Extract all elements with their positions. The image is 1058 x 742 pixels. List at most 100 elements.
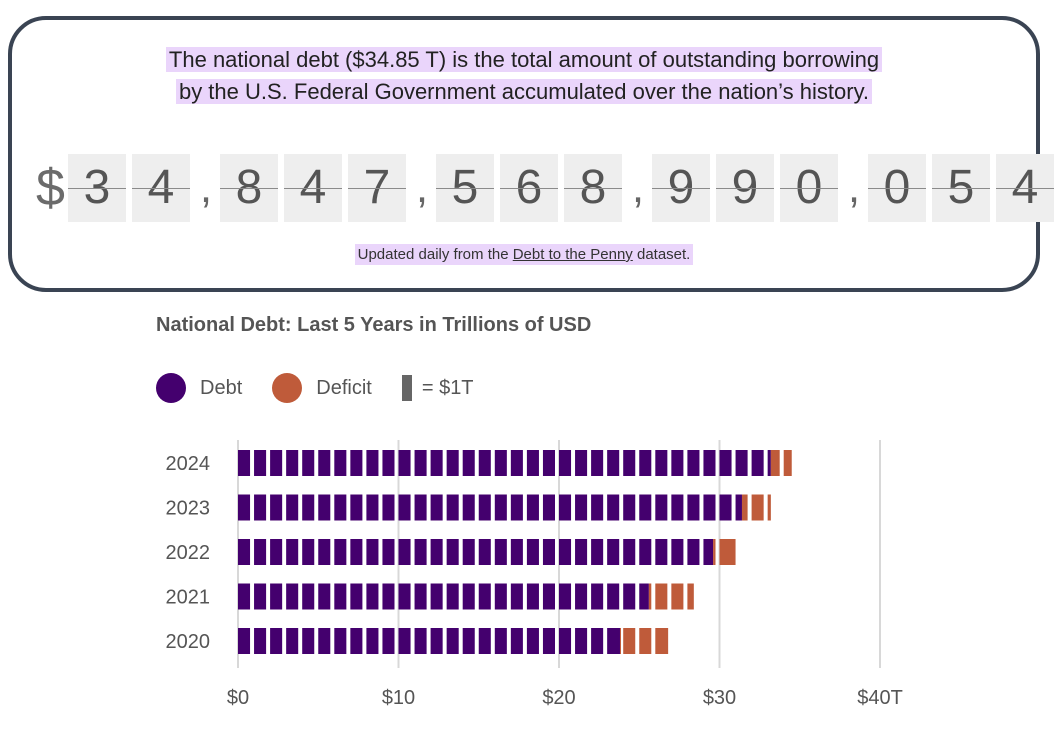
debt-segment [414, 494, 427, 521]
debt-segment [703, 450, 716, 476]
debt-segment [575, 628, 588, 654]
debt-segment [350, 583, 363, 610]
counter-digit: 0 [780, 154, 838, 222]
debt-segment [270, 539, 283, 565]
debt-segment [254, 628, 267, 654]
debt-segment [318, 539, 331, 565]
deficit-segment [671, 583, 684, 610]
updated-note: Updated daily from the Debt to the Penny… [12, 244, 1036, 265]
debt-segment [302, 583, 315, 610]
debt-segment [575, 539, 588, 565]
debt-segment [382, 450, 395, 476]
x-tick-label: $20 [542, 687, 575, 709]
debt-segment [575, 450, 588, 476]
debt-segment [542, 450, 555, 476]
debt-segment [334, 539, 347, 565]
debt-segment [366, 494, 379, 521]
debt-segment [238, 628, 251, 654]
debt-segment [591, 494, 604, 521]
debt-segment [703, 494, 716, 521]
debt-segment [302, 450, 315, 476]
updated-suffix: dataset. [632, 246, 691, 263]
counter-digit: 5 [436, 154, 494, 222]
debt-segment [350, 494, 363, 521]
debt-segment [366, 583, 379, 610]
debt-segment [542, 628, 555, 654]
debt-segment [366, 539, 379, 565]
debt-segment [559, 628, 572, 654]
debt-segment [462, 539, 475, 565]
debt-segment [446, 539, 459, 565]
debt-segment [542, 539, 555, 565]
debt-segment [382, 628, 395, 654]
deficit-segment [751, 494, 764, 521]
debt-segment [398, 494, 411, 521]
debt-segment [623, 583, 636, 610]
deficit-segment [741, 494, 748, 521]
updated-highlight: Updated daily from the Debt to the Penny… [354, 244, 694, 265]
debt-segment [607, 628, 620, 654]
debt-segment [398, 539, 411, 565]
x-tick-label: $10 [382, 687, 415, 709]
debt-segment [430, 494, 443, 521]
debt-segment [655, 494, 668, 521]
debt-segment [526, 583, 539, 610]
debt-segment [607, 583, 620, 610]
debt-segment [318, 450, 331, 476]
legend-debt-label: Debt [200, 376, 243, 399]
debt-segment [446, 583, 459, 610]
debt-segment [542, 583, 555, 610]
debt-to-the-penny-link[interactable]: Debt to the Penny [512, 246, 633, 263]
counter-comma: , [199, 163, 213, 212]
deficit-legend-dot [272, 373, 303, 403]
dollar-sign: $ [36, 159, 65, 217]
legend-item-unit: = $1T [401, 375, 474, 401]
debt-segment [526, 494, 539, 521]
debt-segment [559, 494, 572, 521]
debt-segment [671, 494, 684, 521]
debt-segment [575, 494, 588, 521]
debt-segment [591, 539, 604, 565]
debt-legend-dot [156, 373, 186, 403]
legend-unit-label: = $1T [421, 376, 474, 399]
debt-segment [559, 539, 572, 565]
debt-segment [462, 450, 475, 476]
debt-segment [687, 539, 700, 565]
debt-segment [350, 450, 363, 476]
chart-legend: Debt Deficit = $1T [156, 372, 504, 404]
debt-segment [494, 583, 507, 610]
debt-segment [414, 539, 427, 565]
deficit-segment [639, 628, 652, 654]
debt-segment [510, 583, 523, 610]
debt-segment [494, 539, 507, 565]
debt-segment [302, 494, 315, 521]
counter-digit: 4 [132, 154, 190, 222]
counter-comma: , [631, 163, 645, 212]
deficit-segment [619, 628, 621, 654]
debt-segment [286, 583, 299, 610]
debt-segment [671, 539, 684, 565]
debt-segment [398, 450, 411, 476]
debt-segment [318, 628, 331, 654]
debt-segment [334, 494, 347, 521]
deficit-segment [687, 583, 694, 610]
debt-segment [607, 494, 620, 521]
debt-segment [334, 450, 347, 476]
debt-segment [591, 628, 604, 654]
counter-comma: , [415, 163, 429, 212]
deficit-segment [655, 628, 669, 654]
debt-segment [270, 494, 283, 521]
debt-segment [430, 539, 443, 565]
debt-segment [254, 539, 267, 565]
debt-segment [286, 494, 299, 521]
debt-segment [478, 539, 491, 565]
debt-segment [334, 583, 347, 610]
counter-digit: 9 [716, 154, 774, 222]
debt-segment [671, 450, 684, 476]
debt-segment [238, 539, 251, 565]
debt-segment [478, 628, 491, 654]
debt-segment [735, 494, 742, 521]
deficit-segment [655, 583, 668, 610]
